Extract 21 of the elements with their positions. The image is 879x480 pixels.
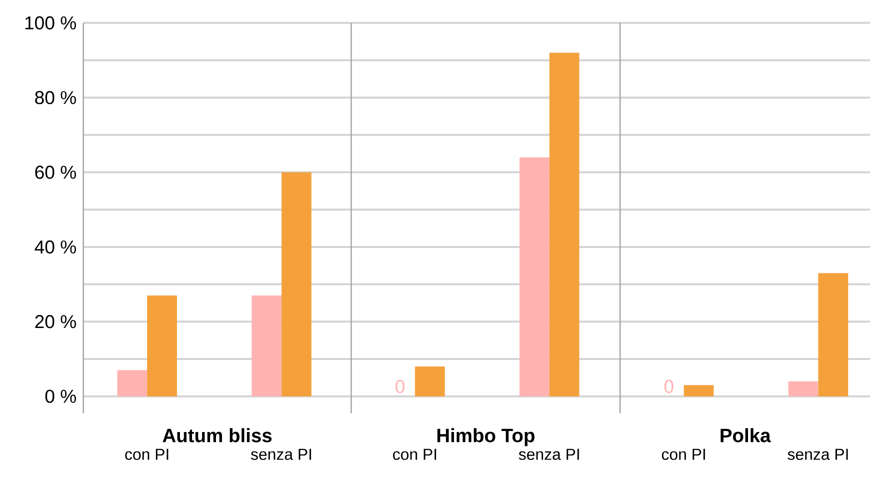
y-tick-label: 100 % <box>25 16 76 30</box>
x-tick-label: con PI <box>662 448 705 460</box>
bar <box>282 172 312 396</box>
y-tick-label: 80 % <box>35 91 76 104</box>
bar <box>117 370 148 396</box>
y-tick-label: 0 % <box>45 390 76 403</box>
x-tick-label: con PI <box>393 448 436 460</box>
bar <box>147 296 177 396</box>
data-label: 0 <box>664 380 674 394</box>
x-tick-label: senza PI <box>250 448 312 460</box>
x-axis-title: Himbo Top <box>437 428 534 446</box>
data-label: 0 <box>396 380 404 394</box>
x-axis-title: Autum bliss <box>162 428 272 442</box>
x-axis-title: Polka <box>720 428 771 442</box>
x-tick-label: senza PI <box>518 448 579 460</box>
y-tick-label: 60 % <box>35 166 76 179</box>
bar <box>252 296 282 396</box>
x-tick-label: senza PI <box>788 448 848 460</box>
x-tick-label: con PI <box>125 448 168 460</box>
y-tick-label: 40 % <box>34 240 76 254</box>
y-tick-label: 20 % <box>35 315 76 328</box>
